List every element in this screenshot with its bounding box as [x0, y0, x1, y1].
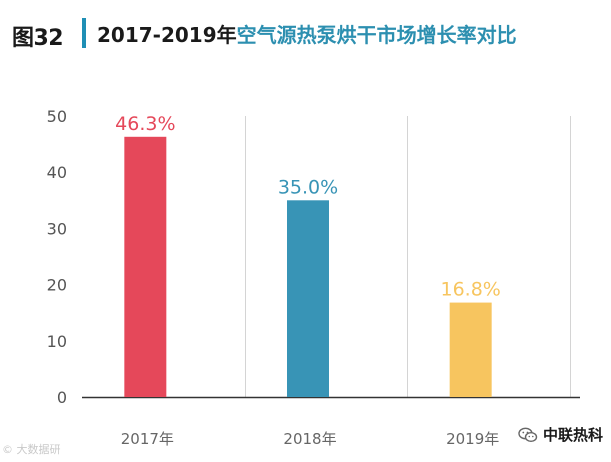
grid-lines [82, 116, 580, 399]
bars: 46.3% 35.0% 16.8% [115, 113, 501, 397]
bar-value-label: 16.8% [440, 279, 500, 301]
y-tick-label: 0 [57, 388, 67, 407]
watermark-left: © 大数据研 [2, 441, 61, 457]
chart-title-topic: 空气源热泵烘干市场增长率对比 [236, 23, 517, 47]
y-tick-label: 20 [47, 276, 67, 295]
y-tick-label: 40 [47, 163, 67, 182]
watermark-left-text: 大数据研 [16, 443, 61, 456]
watermark-right-text: 中联热科 [543, 426, 604, 444]
bar-value-label: 35.0% [278, 176, 338, 198]
x-tick-label: 2019年 [446, 430, 499, 448]
y-axis-ticks: 0 10 20 30 40 50 [47, 107, 67, 407]
x-axis-labels: 2017年 2018年 2019年 [121, 430, 500, 448]
title-accent-bar [82, 18, 86, 48]
y-tick-label: 50 [47, 107, 67, 126]
chart-title-year: 2017-2019年 [97, 23, 237, 47]
y-tick-label: 10 [47, 332, 67, 351]
chart-title: 2017-2019年空气源热泵烘干市场增长率对比 [97, 19, 517, 48]
y-tick-label: 30 [47, 219, 67, 238]
chart-header: 图32 2017-2019年空气源热泵烘干市场增长率对比 [0, 0, 611, 62]
copyright-icon: © [2, 443, 13, 456]
x-tick-label: 2018年 [283, 430, 336, 448]
bar-2 [287, 200, 329, 397]
bar-value-label: 46.3% [115, 113, 175, 135]
bar-1 [124, 136, 167, 397]
wechat-icon [518, 427, 538, 443]
bar-3 [449, 302, 492, 397]
figure-label: 图32 [12, 26, 64, 51]
x-tick-label: 2017年 [121, 430, 174, 448]
watermark-right: 中联热科 [518, 424, 603, 445]
